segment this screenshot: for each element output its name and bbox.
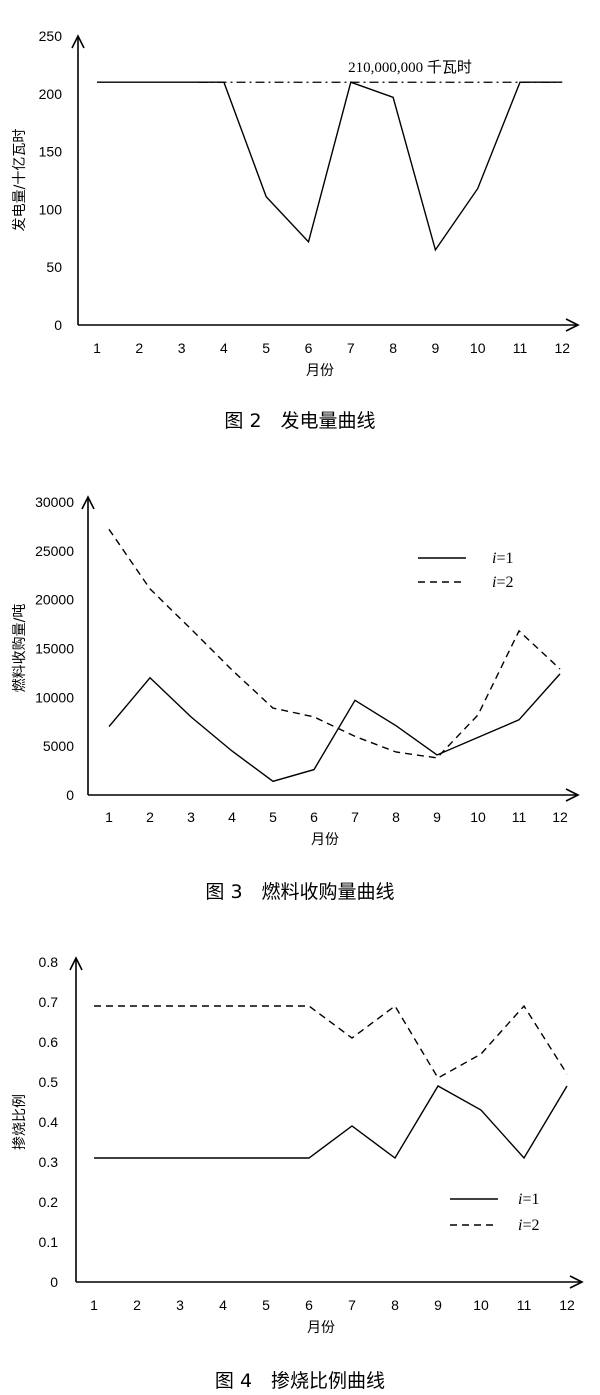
figure-caption: 图 3 燃料收购量曲线	[205, 881, 394, 903]
x-tick-label: 5	[262, 340, 270, 356]
y-axis-label: 燃料收购量/吨	[11, 604, 28, 693]
x-tick-label: 12	[559, 1297, 575, 1313]
y-axis-arrow	[81, 495, 95, 510]
x-tick-label: 6	[305, 1297, 313, 1313]
legend-text-1: =1	[496, 550, 513, 567]
x-tick-label: 10	[470, 340, 486, 356]
legend-text-2: =2	[522, 1217, 539, 1234]
y-tick-label: 20000	[35, 592, 74, 608]
x-tick-label: 3	[176, 1297, 184, 1313]
y-tick-label: 200	[39, 86, 63, 102]
y-axis-label: 发电量/十亿瓦时	[12, 129, 28, 232]
x-tick-label: 11	[513, 340, 528, 356]
x-tick-label: 7	[348, 1297, 356, 1313]
series-line-1	[108, 673, 561, 783]
x-tick-label: 9	[432, 340, 440, 356]
x-axis-label: 月份	[311, 832, 339, 848]
x-tick-label: 9	[434, 1297, 442, 1313]
x-tick-label: 4	[228, 809, 236, 825]
y-tick-label: 0.5	[39, 1074, 59, 1090]
x-tick-label: 12	[552, 809, 568, 825]
y-tick-label: 0	[54, 317, 62, 333]
legend-text-2: =2	[496, 574, 513, 591]
y-tick-label: 100	[39, 201, 63, 217]
y-tick-label: 50	[46, 259, 62, 275]
x-tick-label: 10	[470, 809, 486, 825]
y-tick-label: 150	[39, 144, 63, 160]
x-tick-label: 8	[392, 809, 400, 825]
reference-line-label: 210,000,000 千瓦时	[348, 59, 472, 76]
x-axis-arrow	[565, 788, 580, 802]
legend-italic-1: i	[518, 1191, 522, 1208]
y-tick-label: 0.2	[39, 1194, 59, 1210]
legend-italic-2: i	[518, 1217, 522, 1234]
y-tick-label: 0.8	[39, 954, 59, 970]
y-axis-arrow	[69, 956, 83, 971]
series-line-1	[94, 1085, 568, 1160]
x-tick-label: 8	[391, 1297, 399, 1313]
y-tick-label: 15000	[35, 641, 74, 657]
legend-label-2: i=2	[492, 574, 513, 591]
x-tick-label: 1	[93, 340, 101, 356]
y-tick-label: 30000	[35, 494, 74, 510]
x-tick-label: 7	[347, 340, 355, 356]
series-line-2	[108, 528, 561, 759]
y-tick-label: 25000	[35, 543, 74, 559]
series-line-2	[94, 1004, 568, 1079]
y-tick-label: 0.7	[39, 994, 59, 1010]
x-tick-label: 10	[473, 1297, 489, 1313]
series-line-1	[97, 81, 563, 252]
figure-caption: 图 4 掺烧比例曲线	[215, 1370, 385, 1392]
chart-4: 00.10.20.30.40.50.60.70.81 2 3 4 5 6 7 8 9 10 11 12…	[11, 954, 584, 1392]
legend-italic-1: i	[492, 550, 496, 567]
figure-caption: 图 2 发电量曲线	[224, 410, 375, 432]
y-tick-label: 0	[50, 1274, 58, 1290]
x-tick-label: 1	[105, 809, 113, 825]
legend-italic-2: i	[492, 574, 496, 591]
x-tick-label: 9	[433, 809, 441, 825]
y-tick-label: 0	[66, 787, 74, 803]
x-tick-label: 5	[269, 809, 277, 825]
x-tick-label: 4	[219, 1297, 227, 1313]
x-tick-label: 5	[262, 1297, 270, 1313]
x-axis-label: 月份	[306, 363, 334, 379]
x-tick-label: 8	[389, 340, 397, 356]
x-tick-label: 3	[187, 809, 195, 825]
x-tick-label: 6	[310, 809, 318, 825]
y-tick-label: 0.1	[39, 1234, 59, 1250]
x-tick-label: 2	[135, 340, 143, 356]
x-axis-arrow	[565, 318, 580, 332]
x-tick-label: 12	[555, 340, 571, 356]
x-tick-label: 3	[178, 340, 186, 356]
y-axis-label: 掺烧比例	[11, 1094, 28, 1150]
x-tick-label: 6	[305, 340, 313, 356]
y-tick-label: 0.4	[39, 1114, 59, 1130]
legend-label-1: i=1	[518, 1191, 539, 1208]
legend-label-2: i=2	[518, 1217, 539, 1234]
y-axis-arrow	[71, 34, 85, 49]
legend-label-1: i=1	[492, 550, 513, 567]
y-tick-label: 0.3	[39, 1154, 59, 1170]
x-tick-label: 7	[351, 809, 359, 825]
x-axis-label: 月份	[307, 1320, 335, 1336]
y-tick-label: 10000	[35, 689, 74, 705]
legend-text-1: =1	[522, 1191, 539, 1208]
x-axis-arrow	[569, 1275, 584, 1289]
x-tick-label: 11	[512, 809, 527, 825]
y-tick-label: 250	[39, 28, 63, 44]
x-tick-label: 1	[90, 1297, 98, 1313]
x-tick-label: 2	[133, 1297, 141, 1313]
y-tick-label: 5000	[43, 738, 74, 754]
x-tick-label: 2	[146, 809, 154, 825]
x-tick-label: 4	[220, 340, 228, 356]
x-tick-label: 11	[517, 1297, 532, 1313]
y-tick-label: 0.6	[39, 1034, 59, 1050]
